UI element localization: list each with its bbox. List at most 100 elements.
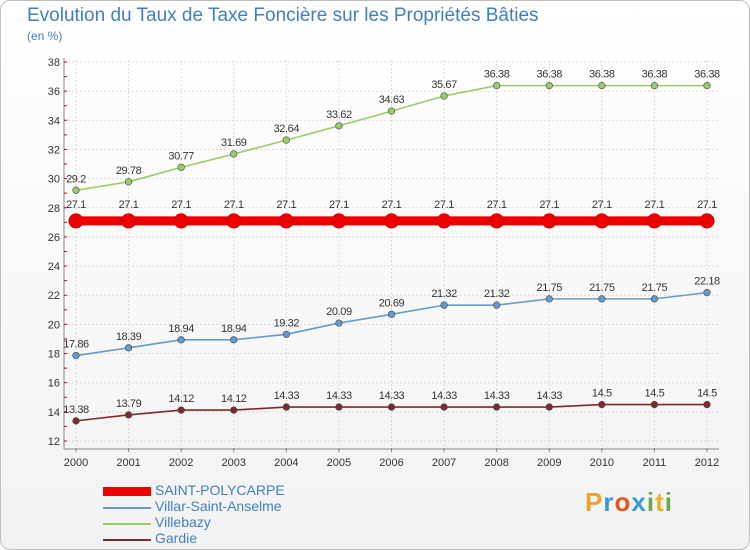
data-label: 14.33	[379, 390, 405, 402]
data-point	[650, 295, 659, 303]
data-point	[541, 213, 557, 229]
data-point	[335, 122, 343, 130]
data-label: 14.5	[592, 388, 612, 400]
data-point	[493, 82, 501, 90]
x-tick-label: 2011	[643, 457, 667, 469]
x-tick-label: 2007	[432, 457, 456, 469]
data-label: 20.69	[379, 297, 405, 309]
data-label: 27.1	[434, 199, 454, 211]
legend-label: SAINT-POLYCARPE	[155, 482, 285, 498]
data-point	[282, 136, 290, 144]
data-label: 33.62	[326, 109, 352, 121]
data-point	[331, 213, 347, 229]
data-label: 14.12	[168, 393, 194, 405]
x-tick-label: 2000	[64, 457, 88, 469]
data-label: 18.39	[116, 331, 142, 343]
chart-title: Evolution du Taux de Taxe Foncière sur l…	[27, 5, 539, 26]
data-label: 27.1	[592, 199, 612, 211]
data-label: 21.32	[431, 288, 457, 300]
data-point	[72, 417, 80, 425]
data-point	[230, 150, 238, 158]
data-label: 14.12	[221, 393, 247, 405]
x-tick-label: 2005	[327, 457, 351, 469]
data-point	[230, 406, 238, 414]
y-tick-label: 36	[48, 86, 60, 98]
data-label: 14.33	[326, 390, 352, 402]
y-tick-label: 38	[48, 57, 60, 69]
x-tick-label: 2003	[222, 457, 246, 469]
data-label: 22.18	[694, 276, 720, 288]
data-label: 13.38	[63, 404, 89, 416]
data-label: 35.67	[431, 79, 457, 91]
logo-letter: x	[631, 487, 647, 517]
data-label: 29.78	[116, 165, 142, 177]
y-tick-label: 14	[48, 407, 60, 419]
series	[68, 82, 715, 425]
data-label: 36.38	[484, 69, 510, 81]
data-point	[124, 178, 133, 186]
data-label: 14.33	[484, 390, 510, 402]
data-point	[335, 403, 343, 411]
legend-swatch	[103, 487, 151, 496]
data-point	[650, 82, 659, 90]
data-label: 14.5	[645, 388, 665, 400]
data-point	[226, 213, 242, 229]
data-point	[173, 213, 189, 229]
data-point	[440, 301, 448, 309]
logo-letter: t	[655, 487, 665, 517]
data-point	[124, 411, 133, 419]
data-label: 27.1	[539, 199, 559, 211]
data-point	[177, 336, 185, 344]
legend-label: Gardie	[155, 530, 198, 546]
data-label: 31.69	[221, 137, 247, 149]
data-label: 27.1	[171, 199, 191, 211]
data-point	[177, 163, 185, 171]
data-point	[384, 213, 399, 229]
data-point	[124, 344, 133, 352]
data-label: 27.1	[276, 199, 296, 211]
logo-letter: r	[603, 487, 615, 517]
data-label: 20.09	[326, 306, 352, 318]
x-tick-label: 2010	[590, 457, 614, 469]
logo-letter: i	[646, 487, 656, 517]
data-label: 36.38	[536, 69, 562, 81]
x-tick-label: 2012	[695, 457, 719, 469]
data-label: 27.1	[382, 199, 402, 211]
data-point	[646, 213, 662, 229]
data-label: 14.5	[697, 388, 717, 400]
data-point	[594, 213, 610, 229]
x-tick-label: 2009	[537, 457, 561, 469]
data-point	[436, 213, 452, 229]
unit-label: (en %)	[27, 29, 63, 43]
data-label: 34.63	[379, 94, 405, 106]
data-point	[282, 403, 290, 411]
y-tick-label: 18	[48, 349, 60, 361]
y-tick-label: 20	[48, 319, 60, 331]
data-point	[72, 186, 80, 194]
data-point	[699, 213, 715, 229]
data-label: 21.75	[589, 282, 615, 294]
data-point	[598, 400, 606, 409]
data-point	[489, 213, 505, 229]
data-label: 30.77	[168, 150, 194, 162]
data-point	[703, 82, 711, 90]
data-point	[177, 406, 185, 414]
data-point	[598, 82, 606, 90]
data-label: 27.1	[329, 199, 349, 211]
y-tick-label: 26	[48, 232, 60, 244]
data-label: 14.33	[274, 390, 300, 402]
data-label: 21.75	[536, 282, 562, 294]
y-tick-label: 32	[48, 144, 60, 156]
data-point	[72, 351, 80, 360]
proxiti-logo: Proxiti	[585, 487, 673, 518]
logo-letter: o	[614, 487, 632, 517]
data-label: 36.38	[642, 69, 668, 81]
x-tick-label: 2006	[379, 457, 403, 469]
x-tick-label: 2008	[484, 457, 508, 469]
data-point	[230, 336, 238, 344]
x-tick-label: 2004	[274, 457, 298, 469]
data-point	[703, 400, 711, 409]
data-point	[282, 330, 290, 338]
legend-label: Villar-Saint-Anselme	[155, 498, 282, 514]
data-point	[440, 92, 448, 100]
